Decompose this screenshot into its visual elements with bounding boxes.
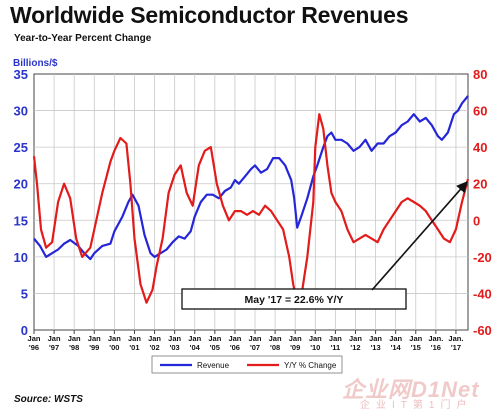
annotation-box (181, 288, 407, 310)
x-tick-month-label: Jan (148, 334, 161, 343)
x-tick-month-label: Jan (349, 334, 362, 343)
right-tick-label: -20 (473, 250, 492, 265)
right-tick-label: 80 (473, 67, 487, 82)
x-tick-year-label: '00 (109, 343, 119, 352)
chart-subtitle: Year-to-Year Percent Change (14, 33, 152, 44)
x-tick-year-label: '15 (411, 343, 421, 352)
right-tick-label: -40 (473, 286, 492, 301)
left-tick-label: 20 (14, 177, 28, 192)
x-tick-year-label: '07 (250, 343, 260, 352)
x-tick-year-label: '01 (129, 343, 139, 352)
yoy-change-line (32, 113, 470, 304)
x-tick-year-label: '12 (350, 343, 360, 352)
x-tick-month-label: Jan. (428, 334, 443, 343)
x-tick-year-label: '11 (331, 343, 341, 352)
x-tick-year-label: '99 (89, 343, 99, 352)
x-tick-month-label: Jan (369, 334, 382, 343)
x-tick-month-label: Jan (208, 334, 221, 343)
annotation-arrow (371, 181, 468, 291)
x-tick-year-label: '08 (270, 343, 280, 352)
x-tick-year-label: '06 (230, 343, 240, 352)
left-tick-label: 35 (14, 67, 28, 82)
x-tick-year-label: '05 (210, 343, 220, 352)
left-tick-label: 30 (14, 104, 28, 119)
x-tick-month-label: Jan (389, 334, 402, 343)
x-tick-year-label: '17 (451, 343, 461, 352)
left-tick-label: 25 (14, 140, 28, 155)
x-tick-month-label: Jan (289, 334, 302, 343)
x-tick-month-label: Jan (28, 334, 41, 343)
x-tick-month-label: Jan (409, 334, 422, 343)
legend-yoy-label: Y/Y % Change (284, 361, 337, 370)
source-note: Source: WSTS (14, 394, 83, 405)
x-tick-year-label: '13 (371, 343, 381, 352)
chart-title: Worldwide Semiconductor Revenues (10, 2, 409, 28)
left-tick-label: 5 (21, 286, 28, 301)
x-tick-year-label: '03 (170, 343, 180, 352)
x-tick-month-label: Jan (228, 334, 241, 343)
x-tick-month-label: Jan (108, 334, 121, 343)
watermark-logo: 企业网D1Net (342, 377, 480, 402)
left-tick-label: 15 (14, 213, 28, 228)
left-tick-label: 0 (21, 323, 28, 338)
x-tick-month-label: Jan (88, 334, 101, 343)
x-tick-month-label: Jan (329, 334, 342, 343)
left-tick-label: 10 (14, 250, 28, 265)
plot-frame (33, 73, 469, 331)
right-tick-label: 0 (473, 213, 480, 228)
right-tick-label: 60 (473, 104, 487, 119)
revenue-line (33, 95, 469, 261)
x-tick-month-label: Jan (309, 334, 322, 343)
watermark-tagline: 企业IT第1门户 (360, 400, 473, 411)
x-tick-month-label: Jan (128, 334, 141, 343)
right-tick-label: 40 (473, 140, 487, 155)
right-tick-label: 20 (473, 177, 487, 192)
x-tick-month-label: Jan (249, 334, 262, 343)
x-tick-year-label: '02 (149, 343, 159, 352)
legend-revenue-label: Revenue (197, 361, 230, 370)
x-tick-month-label: Jan (269, 334, 282, 343)
x-tick-month-label: Jan (48, 334, 61, 343)
left-axis-unit-label: Billions/$ (13, 58, 58, 69)
x-tick-year-label: '96 (29, 343, 39, 352)
x-tick-year-label: '97 (49, 343, 59, 352)
x-tick-month-label: Jan (68, 334, 81, 343)
x-tick-year-label: '98 (69, 343, 79, 352)
x-tick-month-label: Jan. (448, 334, 463, 343)
x-tick-year-label: '14 (391, 343, 402, 352)
x-tick-year-label: '10 (310, 343, 320, 352)
x-tick-year-label: '16 (431, 343, 441, 352)
x-tick-year-label: '09 (290, 343, 300, 352)
x-tick-year-label: '04 (190, 343, 201, 352)
x-tick-month-label: Jan (188, 334, 201, 343)
right-tick-label: -60 (473, 323, 492, 338)
annotation-text: May '17 = 22.6% Y/Y (245, 294, 344, 306)
x-tick-month-label: Jan (168, 334, 181, 343)
